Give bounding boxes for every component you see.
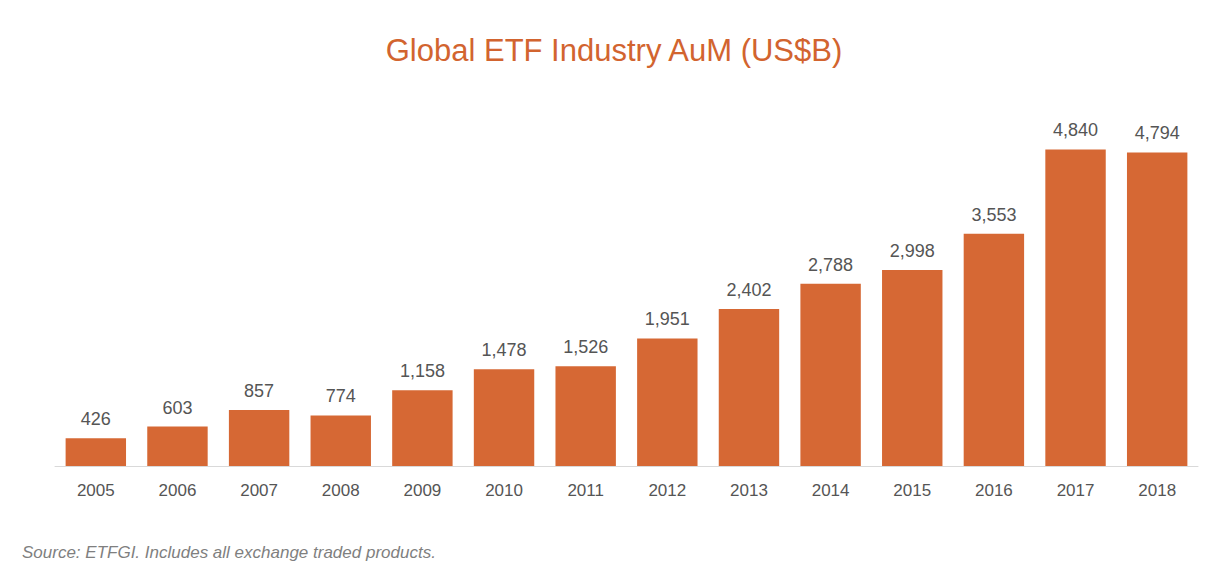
svg-text:2014: 2014 [812, 481, 850, 500]
svg-text:2007: 2007 [240, 481, 278, 500]
svg-text:2,402: 2,402 [726, 280, 771, 300]
svg-text:2006: 2006 [159, 481, 197, 500]
svg-text:1,951: 1,951 [645, 309, 690, 329]
svg-text:774: 774 [326, 386, 356, 406]
svg-text:2008: 2008 [322, 481, 360, 500]
svg-text:4,794: 4,794 [1135, 123, 1180, 143]
svg-text:4,840: 4,840 [1053, 120, 1098, 140]
svg-text:2010: 2010 [485, 481, 523, 500]
svg-text:2018: 2018 [1138, 481, 1176, 500]
svg-text:2015: 2015 [893, 481, 931, 500]
svg-text:2017: 2017 [1057, 481, 1095, 500]
svg-text:2012: 2012 [648, 481, 686, 500]
svg-text:Global ETF Industry AuM (US$B): Global ETF Industry AuM (US$B) [386, 33, 843, 68]
svg-text:1,526: 1,526 [563, 337, 608, 357]
svg-text:426: 426 [81, 409, 111, 429]
svg-text:1,158: 1,158 [400, 361, 445, 381]
svg-text:2,788: 2,788 [808, 255, 853, 275]
svg-text:Source: ETFGI. Includes all ex: Source: ETFGI. Includes all exchange tra… [22, 543, 436, 562]
svg-text:857: 857 [244, 381, 274, 401]
svg-text:2,998: 2,998 [890, 241, 935, 261]
svg-text:1,478: 1,478 [482, 340, 527, 360]
svg-text:603: 603 [162, 398, 192, 418]
svg-text:2005: 2005 [77, 481, 115, 500]
svg-text:3,553: 3,553 [971, 205, 1016, 225]
svg-text:2013: 2013 [730, 481, 768, 500]
svg-text:2011: 2011 [567, 481, 604, 500]
svg-text:2009: 2009 [403, 481, 441, 500]
svg-text:2016: 2016 [975, 481, 1013, 500]
